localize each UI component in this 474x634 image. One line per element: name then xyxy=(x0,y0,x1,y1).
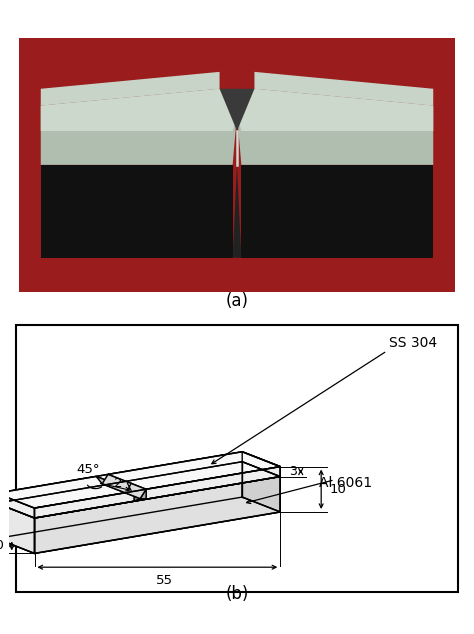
Polygon shape xyxy=(242,452,280,477)
Polygon shape xyxy=(134,499,146,501)
Polygon shape xyxy=(96,476,140,499)
Polygon shape xyxy=(35,491,134,518)
Polygon shape xyxy=(146,467,280,499)
Polygon shape xyxy=(35,467,280,518)
Polygon shape xyxy=(233,165,241,258)
Polygon shape xyxy=(0,462,280,518)
Polygon shape xyxy=(140,489,146,499)
Text: 10: 10 xyxy=(0,540,5,552)
Polygon shape xyxy=(242,462,280,512)
Polygon shape xyxy=(41,89,237,165)
Text: 55: 55 xyxy=(155,574,173,587)
Text: (a): (a) xyxy=(226,292,248,310)
Polygon shape xyxy=(41,165,233,258)
Text: 2: 2 xyxy=(114,477,122,491)
Text: 45°: 45° xyxy=(76,463,100,476)
Polygon shape xyxy=(0,452,280,508)
Polygon shape xyxy=(241,165,433,258)
Polygon shape xyxy=(255,72,433,106)
Polygon shape xyxy=(237,89,433,165)
Polygon shape xyxy=(102,474,146,499)
Polygon shape xyxy=(35,477,280,553)
Text: 10: 10 xyxy=(329,482,346,496)
Polygon shape xyxy=(0,476,134,508)
Polygon shape xyxy=(41,89,237,131)
Text: Al 6061: Al 6061 xyxy=(319,476,372,490)
Polygon shape xyxy=(0,497,280,553)
Polygon shape xyxy=(41,72,219,106)
Polygon shape xyxy=(219,89,255,131)
Text: (b): (b) xyxy=(225,585,249,602)
Polygon shape xyxy=(0,503,35,553)
Text: SS 304: SS 304 xyxy=(390,336,438,350)
Polygon shape xyxy=(0,493,35,518)
Polygon shape xyxy=(237,89,433,131)
Polygon shape xyxy=(134,491,140,501)
Text: 3: 3 xyxy=(289,465,297,478)
Polygon shape xyxy=(108,452,280,489)
